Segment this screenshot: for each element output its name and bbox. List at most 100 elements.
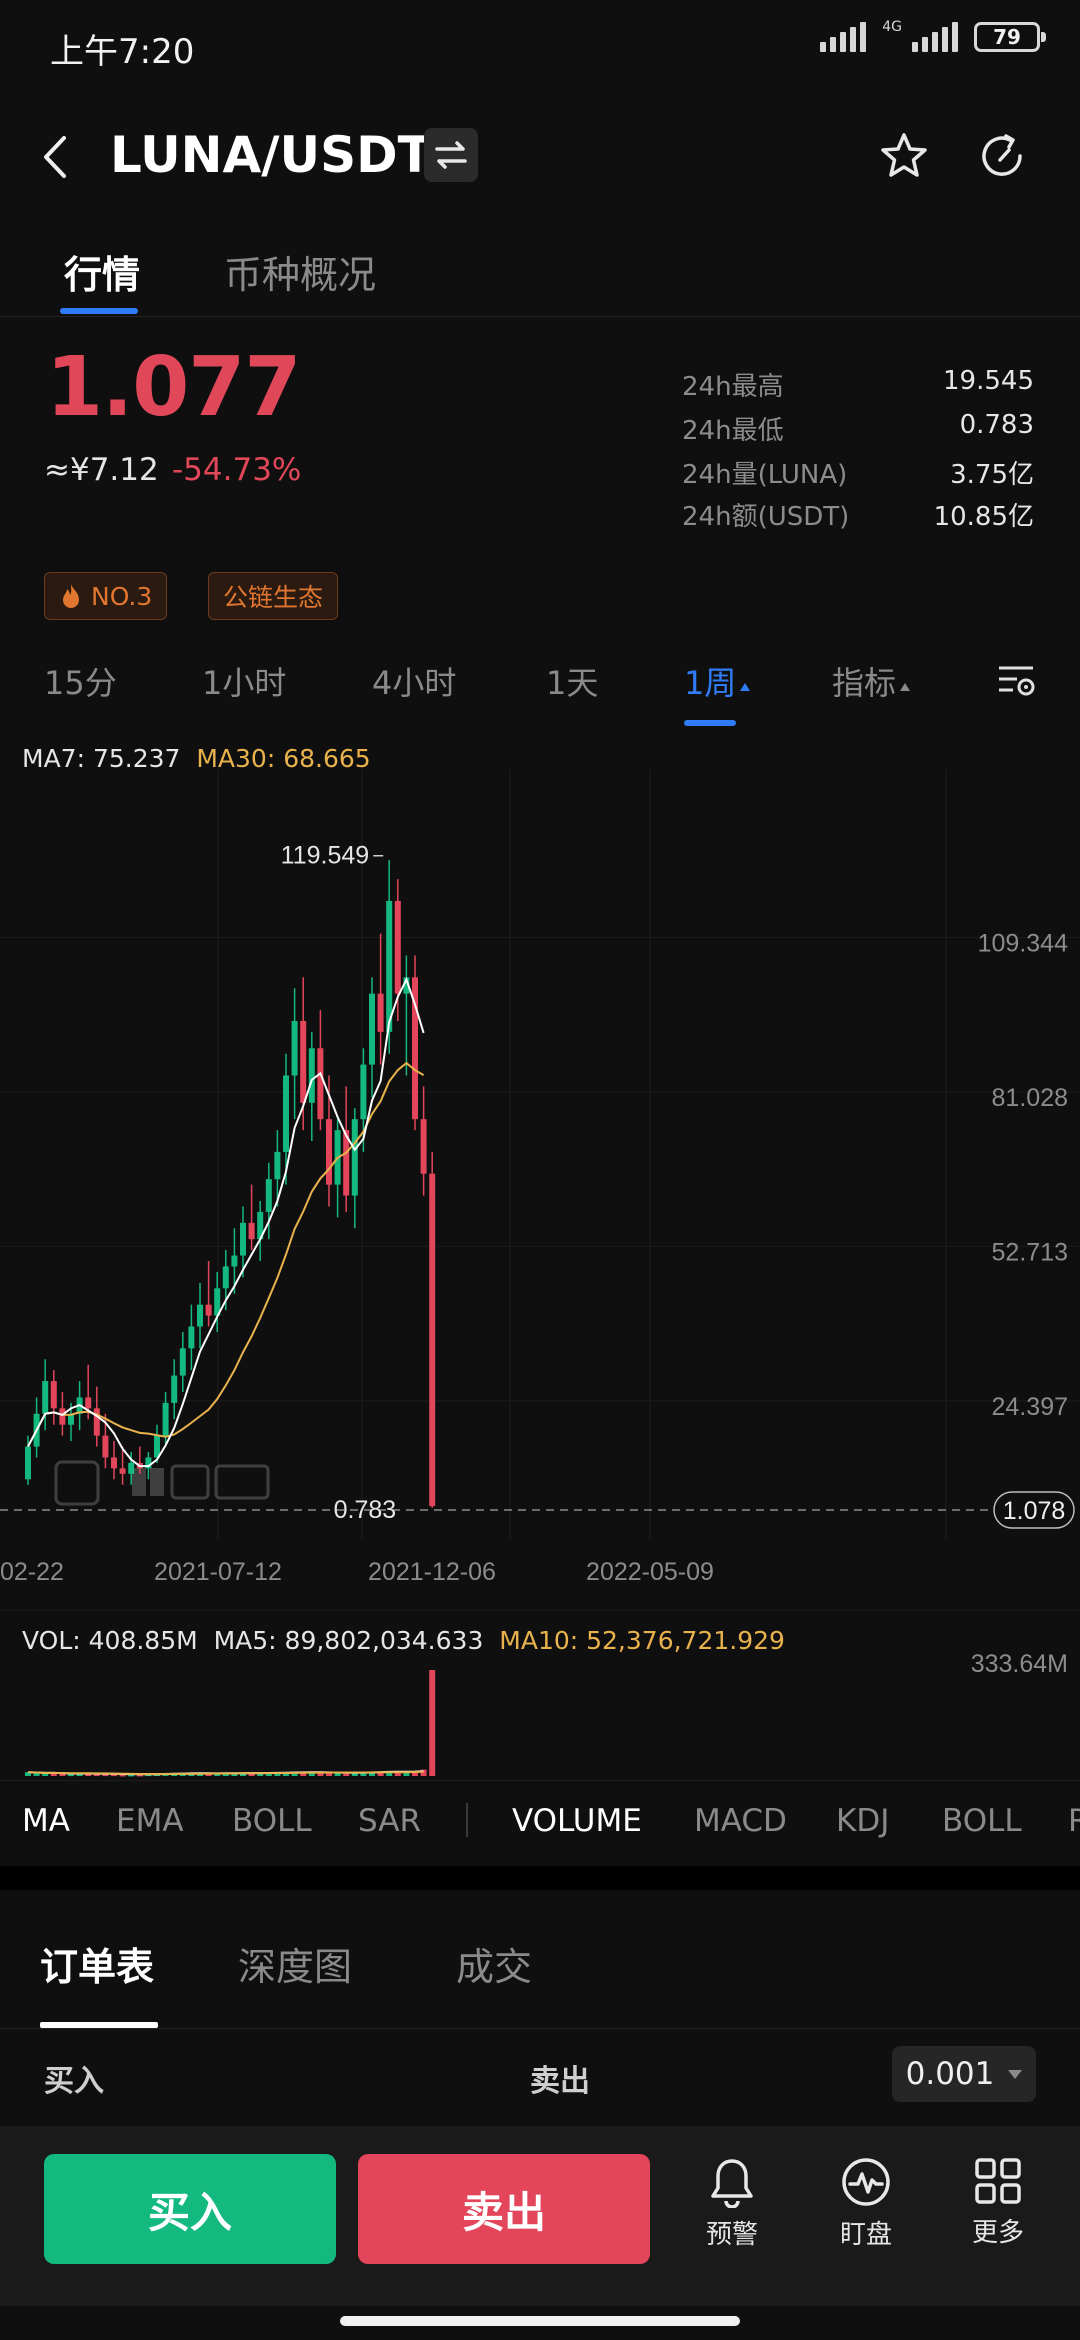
- tab-order-book[interactable]: 订单表: [40, 1945, 155, 1989]
- volume-bar: [33, 1772, 40, 1776]
- x-tick-label: 2021-07-12: [154, 1558, 282, 1586]
- alert-label: 预警: [705, 2220, 758, 2250]
- stat-value-low: 0.783: [959, 410, 1034, 440]
- x-tick-label: 2021-12-06: [368, 1558, 496, 1586]
- tab-market[interactable]: 行情: [64, 253, 141, 297]
- interval-15m[interactable]: 15分: [44, 664, 117, 702]
- indicator-ma[interactable]: MA: [22, 1803, 70, 1839]
- volume-bar: [334, 1772, 341, 1776]
- indicator-rsi[interactable]: R: [1068, 1803, 1080, 1839]
- candle-body: [102, 1435, 109, 1458]
- candle-body: [42, 1381, 49, 1414]
- volume-bar: [343, 1772, 350, 1776]
- home-indicator: [340, 2316, 740, 2326]
- candle-body: [403, 977, 410, 994]
- more-button[interactable]: 更多: [948, 2156, 1048, 2249]
- last-price: 1.077: [46, 340, 301, 435]
- back-icon[interactable]: [38, 132, 74, 182]
- indicator-boll-sub[interactable]: BOLL: [942, 1803, 1022, 1839]
- volume-ma10-line: [27, 1770, 424, 1775]
- candle-body: [93, 1408, 100, 1436]
- dropdown-caret-icon: [900, 683, 911, 691]
- divider: [0, 316, 1080, 317]
- dropdown-caret-icon: [740, 683, 751, 691]
- share-refresh-icon[interactable]: [976, 130, 1028, 182]
- candle-body: [145, 1457, 152, 1469]
- candle-body: [197, 1304, 203, 1327]
- chart-settings-icon[interactable]: [996, 660, 1036, 700]
- volume-bar: [25, 1772, 31, 1776]
- candle-body: [25, 1446, 31, 1480]
- candle-body: [412, 977, 418, 1120]
- tab-active-indicator: [60, 308, 138, 314]
- tab-depth-chart[interactable]: 深度图: [238, 1945, 353, 1989]
- candle-body: [188, 1326, 195, 1349]
- candle-body: [351, 1119, 358, 1196]
- indicator-macd[interactable]: MACD: [694, 1803, 787, 1839]
- volume-bar: [257, 1773, 264, 1776]
- candlestick-chart[interactable]: 109.344 81.028 52.713 24.397 119.549 0.783 1.0…: [0, 730, 1080, 1780]
- candle-body: [231, 1255, 238, 1267]
- price-change-percent: -54.73%: [172, 452, 302, 488]
- candle-body: [68, 1413, 74, 1425]
- battery-icon: 79: [974, 22, 1046, 52]
- divider: [0, 2028, 1080, 2029]
- watch-button[interactable]: 盯盘: [816, 2156, 916, 2251]
- precision-select[interactable]: 0.001: [892, 2046, 1036, 2102]
- indicator-dropdown-label: 指标: [832, 664, 897, 702]
- interval-1d[interactable]: 1天: [546, 664, 599, 702]
- volume-bar: [128, 1774, 135, 1777]
- volume-bars: [25, 1670, 436, 1777]
- candle-body: [291, 1020, 298, 1076]
- indicator-volume[interactable]: VOLUME: [512, 1803, 642, 1839]
- battery-level: 79: [993, 25, 1021, 49]
- wifi-signal-icon: [820, 22, 867, 52]
- interval-4h[interactable]: 4小时: [372, 664, 457, 702]
- indicator-boll[interactable]: BOLL: [232, 1803, 312, 1839]
- stat-value-high: 19.545: [943, 366, 1034, 396]
- order-book-sell-header: 卖出: [530, 2064, 590, 2099]
- alert-button[interactable]: 预警: [682, 2156, 782, 2251]
- volume-bar: [76, 1773, 83, 1776]
- tab-trades[interactable]: 成交: [456, 1945, 533, 1989]
- volume-bar: [300, 1772, 307, 1776]
- ecosystem-tag[interactable]: 公链生态: [208, 572, 339, 620]
- volume-bar: [377, 1771, 384, 1776]
- interval-active-indicator: [684, 720, 736, 726]
- volume-legend: VOL: 408.85M MA5: 89,802,034.633 MA10: 5…: [22, 1626, 785, 1655]
- buy-button[interactable]: 买入: [44, 2154, 336, 2264]
- volume-bar: [291, 1771, 298, 1776]
- volume-bar: [240, 1773, 246, 1776]
- volume-bar: [360, 1772, 367, 1776]
- tab-coin-overview[interactable]: 币种概况: [224, 253, 377, 297]
- rank-label: NO.3: [91, 581, 153, 611]
- volume-bar: [205, 1773, 212, 1776]
- volume-bar: [283, 1772, 289, 1776]
- candle-body: [162, 1402, 169, 1436]
- pair-title[interactable]: LUNA/USDT: [110, 126, 432, 184]
- candle-body: [369, 993, 375, 1065]
- sell-button[interactable]: 卖出: [358, 2154, 650, 2264]
- candle-body: [274, 1151, 281, 1180]
- candle-body: [420, 1119, 427, 1174]
- order-book-buy-header: 买入: [44, 2064, 104, 2099]
- interval-1h[interactable]: 1小时: [202, 664, 287, 702]
- low-price-label: 0.783: [334, 1496, 397, 1524]
- indicator-ema[interactable]: EMA: [116, 1803, 184, 1839]
- rank-tag[interactable]: NO.3: [44, 572, 168, 620]
- grid-icon: [975, 2158, 1021, 2204]
- x-tick-label: 02-22: [0, 1558, 64, 1586]
- watch-label: 盯盘: [839, 2220, 892, 2250]
- indicator-dropdown[interactable]: 指标: [832, 658, 911, 704]
- indicator-kdj[interactable]: KDJ: [836, 1803, 890, 1839]
- candle-body: [222, 1266, 229, 1289]
- interval-1w[interactable]: 1周: [684, 658, 751, 704]
- indicator-separator: [466, 1803, 468, 1837]
- volume-bar: [119, 1774, 126, 1777]
- favorite-star-icon[interactable]: [878, 130, 930, 182]
- status-time: 上午7:20: [50, 32, 195, 72]
- indicator-sar[interactable]: SAR: [358, 1803, 421, 1839]
- swap-pair-icon[interactable]: [424, 128, 478, 182]
- volume-bar: [214, 1773, 221, 1776]
- volume-bar: [102, 1774, 109, 1777]
